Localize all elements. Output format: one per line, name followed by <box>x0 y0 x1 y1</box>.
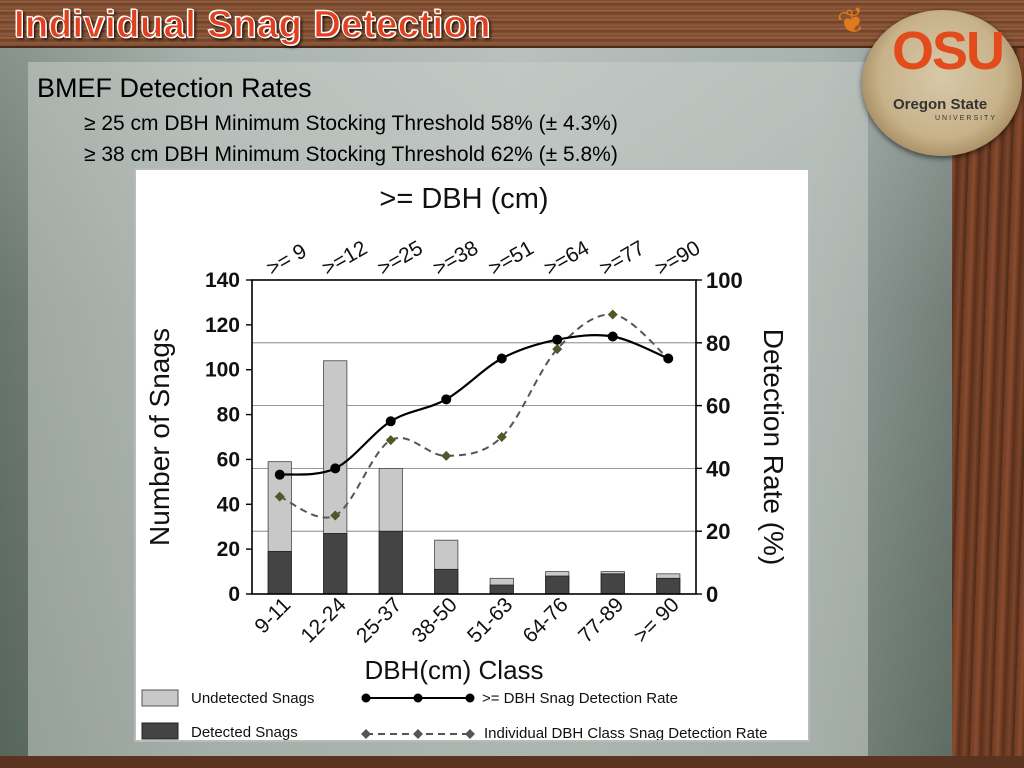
legend-swatch-undetected <box>141 689 179 707</box>
top-tick-label: >=51 <box>485 236 538 280</box>
legend-marker-cumulative <box>413 693 423 703</box>
y2-tick-label: 100 <box>706 268 743 293</box>
top-tick-label: >= 9 <box>263 239 311 280</box>
marker-class <box>496 432 507 442</box>
marker-class <box>607 309 618 320</box>
y2-tick-label: 0 <box>706 582 718 607</box>
y-tick-label: 100 <box>205 359 240 382</box>
legend-marker-class <box>465 729 475 739</box>
legend-marker-cumulative <box>465 693 475 703</box>
legend-label-class: Individual DBH Class Snag Detection Rate <box>484 725 767 740</box>
logo-text: OSU <box>892 21 1005 81</box>
plot-frame <box>251 279 697 595</box>
y2-tick-label: 40 <box>706 456 730 481</box>
marker-class <box>385 435 396 446</box>
marker-cumulative <box>274 469 285 480</box>
x-tick-label: 25-37 <box>352 593 406 647</box>
osu-logo <box>862 10 1022 156</box>
x-tick-label: 9-11 <box>250 593 295 638</box>
chart-container: >= DBH (cm) 0 20 40 60 80 100 120 140 0 20 40 60 80 10… <box>134 168 810 742</box>
y2-tick-label: 80 <box>706 331 730 356</box>
bar-detected <box>545 575 570 595</box>
marker-class <box>552 344 563 355</box>
x-tick-label: 51-63 <box>463 593 517 647</box>
bar-detected <box>323 533 348 595</box>
bar-detected <box>600 573 625 595</box>
legend-marker-class <box>361 729 371 739</box>
series-line-cumulative <box>279 334 669 476</box>
marker-class <box>274 491 285 502</box>
x-tick-label: 77-89 <box>574 593 628 647</box>
marker-cumulative <box>496 353 507 364</box>
y-axis-label: Number of Snags <box>144 328 175 546</box>
y-tick-label: 60 <box>217 448 240 471</box>
top-tick-label: >=77 <box>596 236 649 280</box>
marker-cumulative <box>441 394 452 405</box>
legend-label-detected: Detected Snags <box>191 724 298 740</box>
bar-detected <box>434 568 459 595</box>
slide-title: Individual Snag Detection <box>14 4 492 47</box>
series-line-class <box>279 313 669 519</box>
legend-marker-class <box>413 729 423 739</box>
chart-svg: >= DBH (cm) 0 20 40 60 80 100 120 140 0 20 40 60 80 10… <box>141 183 789 742</box>
legend-label-cumulative: >= DBH Snag Detection Rate <box>482 690 678 707</box>
marker-cumulative <box>607 331 618 342</box>
y-tick-label: 120 <box>205 314 240 337</box>
top-tick-label: >=12 <box>318 236 371 280</box>
marker-cumulative <box>663 353 674 364</box>
top-tick-label: >=25 <box>374 236 427 280</box>
y2-tick-label: 20 <box>706 519 730 544</box>
marker-cumulative <box>385 416 396 427</box>
y-tick-label: 20 <box>217 538 240 561</box>
header-bar: Individual Snag Detection <box>0 0 1024 48</box>
bar-detected <box>267 550 292 595</box>
x-tick-label: 38-50 <box>408 593 462 647</box>
y2-axis-label: Detection Rate (%) <box>758 329 789 566</box>
x-axis-label: DBH(cm) Class <box>364 655 543 685</box>
y2-tick-label: 60 <box>706 394 730 419</box>
y-tick-label: 0 <box>228 583 240 606</box>
bullet-2: ≥ 38 cm DBH Minimum Stocking Threshold 6… <box>84 143 618 166</box>
top-tick-label: >=38 <box>429 236 482 280</box>
legend-marker-cumulative <box>361 693 371 703</box>
x-tick-label: >= 90 <box>630 593 684 647</box>
legend-label-undetected: Undetected Snags <box>191 690 314 707</box>
top-tick-label: >=90 <box>651 236 704 280</box>
marker-cumulative <box>330 463 341 474</box>
bark-border-bottom <box>0 756 1024 768</box>
marker-class <box>441 450 452 461</box>
y-tick-label: 80 <box>217 404 240 427</box>
legend-swatch-detected <box>141 722 179 740</box>
logo-line1: Oregon State <box>893 96 988 113</box>
y-tick-label: 40 <box>217 493 240 516</box>
bar-detected <box>489 584 514 595</box>
x-tick-label: 64-76 <box>519 593 573 647</box>
top-tick-label: >=64 <box>540 236 593 280</box>
bullet-1: ≥ 25 cm DBH Minimum Stocking Threshold 5… <box>84 112 618 135</box>
chart-title: >= DBH (cm) <box>379 183 548 215</box>
slide-heading: BMEF Detection Rates <box>37 73 312 103</box>
marker-cumulative <box>552 334 563 345</box>
bar-detected <box>656 577 681 595</box>
marker-class <box>330 510 341 521</box>
y-tick-label: 140 <box>205 269 240 292</box>
bar-detected <box>378 530 403 595</box>
x-tick-label: 12-24 <box>297 593 351 647</box>
logo-line2: UNIVERSITY <box>935 115 998 122</box>
